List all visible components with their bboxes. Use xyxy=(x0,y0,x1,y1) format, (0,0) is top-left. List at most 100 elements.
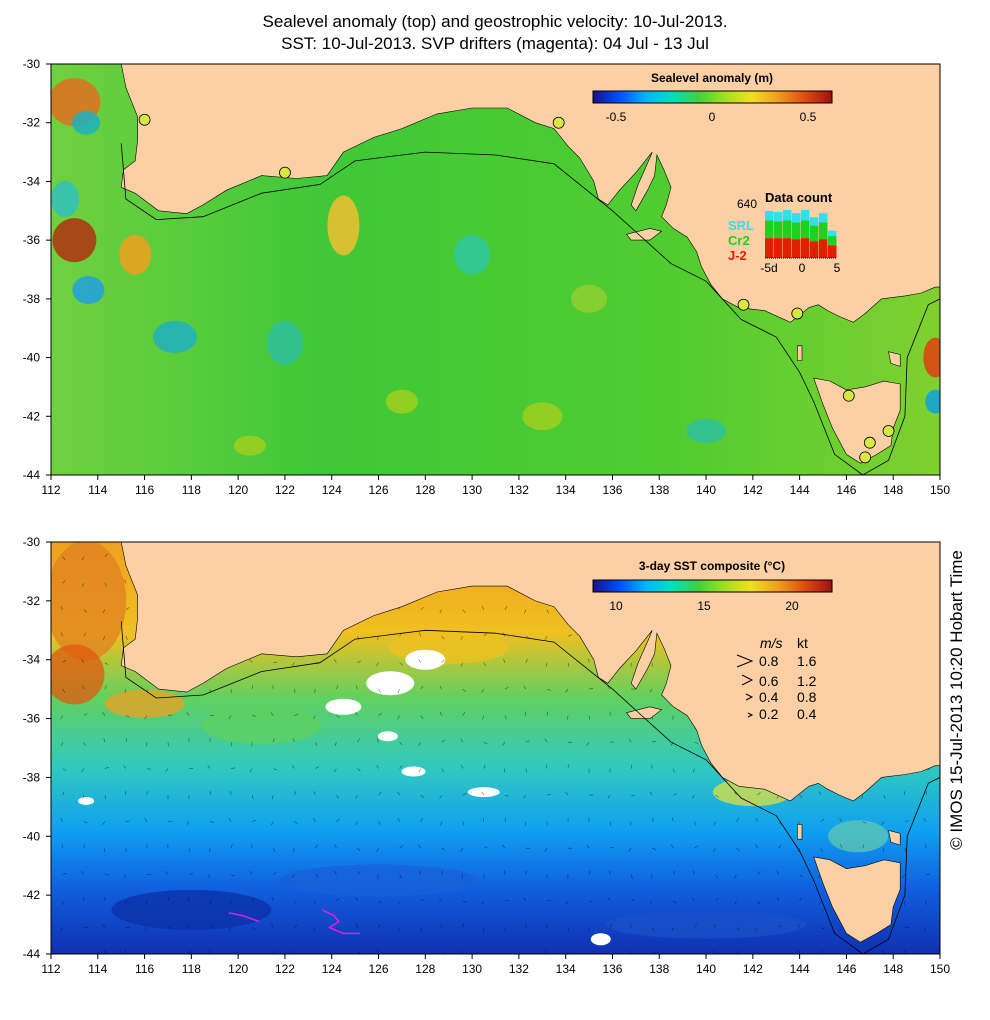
y-tick-label: -30 xyxy=(23,57,41,71)
cloud-patch xyxy=(366,671,415,696)
data-count-bar-cr2 xyxy=(783,220,792,239)
x-tick-label: 116 xyxy=(135,962,154,976)
x-tick-label: 146 xyxy=(836,483,856,497)
data-count-xlabel-2: 0 xyxy=(799,261,806,275)
y-tick-label: -44 xyxy=(23,947,41,961)
landmass xyxy=(51,64,940,323)
y-tick-label: -38 xyxy=(23,770,41,784)
top-y-axis: -30 -32 -34 -36 -38 -40 -42 -44 xyxy=(23,57,51,482)
y-tick-label: -40 xyxy=(23,829,41,843)
chart-title-line-2: SST: 10-Jul-2013. SVP drifters (magenta)… xyxy=(281,34,709,53)
x-tick-label: 132 xyxy=(509,483,529,497)
x-tick-label: 118 xyxy=(182,483,201,497)
ssh-patch xyxy=(51,181,80,218)
y-tick-label: -36 xyxy=(23,233,41,247)
land-bottom xyxy=(51,542,940,954)
sst-colorbar-tick-2: 15 xyxy=(697,599,711,613)
ssh-patch xyxy=(454,234,491,275)
landmass xyxy=(797,824,803,840)
ssh-patch xyxy=(925,389,940,414)
data-count-xlabel-1: -5d xyxy=(760,261,777,275)
data-count-bars xyxy=(765,210,837,258)
data-count-max: 640 xyxy=(737,197,757,211)
drifter-track xyxy=(228,912,260,923)
x-tick-label: 112 xyxy=(41,483,60,497)
x-tick-label: 146 xyxy=(836,962,856,976)
data-count-bar-cr2 xyxy=(801,220,810,239)
ssh-patch xyxy=(522,402,563,431)
cloud-patch xyxy=(590,933,611,946)
sst-patch xyxy=(278,864,479,897)
sst-patch xyxy=(828,820,889,853)
data-count-series-srl: SRL xyxy=(728,218,754,233)
x-tick-label: 132 xyxy=(509,962,529,976)
tide-gauge xyxy=(737,298,750,311)
x-tick-label: 120 xyxy=(228,483,248,497)
x-tick-label: 142 xyxy=(743,483,763,497)
tide-gauge xyxy=(882,425,895,437)
landmass xyxy=(888,351,901,367)
sst-patches xyxy=(51,542,889,939)
sst-patch xyxy=(51,542,127,661)
data-count-bar-srl xyxy=(828,230,837,237)
cloud-patch xyxy=(405,649,446,670)
ssh-patch xyxy=(686,418,727,443)
sst-patch xyxy=(201,704,322,745)
data-count-bar-j2 xyxy=(783,238,792,258)
y-tick-label: -40 xyxy=(23,351,41,365)
tide-gauge xyxy=(863,436,876,449)
data-count-bar-j2 xyxy=(765,238,774,258)
velocity-legend-arrow-2 xyxy=(741,674,754,686)
velocity-legend-kt-4: 0.4 xyxy=(797,706,817,722)
velocity-legend-ms-3: 0.4 xyxy=(759,689,779,705)
cloud-patch xyxy=(377,731,398,742)
sst-colorbar-title: 3-day SST composite (°C) xyxy=(639,559,785,573)
velocity-legend-header-ms: m/s xyxy=(760,635,783,651)
ssh-patch xyxy=(327,195,360,256)
landmass xyxy=(625,228,663,241)
sst-map: 112 114 116 118 120 122 124 126 128 130 132 134 136 1… xyxy=(23,535,951,976)
x-tick-label: 140 xyxy=(696,962,716,976)
y-tick-label: -42 xyxy=(23,888,41,902)
tide-gauge xyxy=(859,451,872,464)
ssh-patch xyxy=(233,435,266,456)
landmass xyxy=(625,706,663,719)
tide-gauge xyxy=(791,307,804,320)
ssh-patch xyxy=(266,320,303,365)
sst-patch xyxy=(606,910,807,939)
y-tick-label: -44 xyxy=(23,468,41,482)
x-tick-label: 148 xyxy=(883,483,903,497)
top-frame xyxy=(50,63,941,476)
cloud-mask xyxy=(78,649,611,946)
data-count-xlabel-3: 5 xyxy=(834,261,841,275)
landmass xyxy=(51,542,940,802)
x-tick-label: 118 xyxy=(182,962,201,976)
sst-patch xyxy=(104,689,185,718)
data-count-bar-srl xyxy=(783,210,792,221)
ssh-patch xyxy=(52,218,97,263)
landmass xyxy=(888,829,901,846)
data-count-bar-srl xyxy=(774,212,783,222)
x-tick-label: 114 xyxy=(88,962,107,976)
tide-gauge xyxy=(552,116,565,129)
ssh-patch xyxy=(119,234,152,275)
sealevel-anomaly-map: 112 114 116 118 120 122 124 126 128 130 132 134 136 1… xyxy=(23,57,951,497)
data-count-bar-cr2 xyxy=(765,220,774,239)
sst-colorbar xyxy=(592,579,833,593)
chart-title-line-1: Sealevel anomaly (top) and geostrophic v… xyxy=(262,12,728,31)
tide-gauge-markers xyxy=(138,113,895,464)
data-count-bar-cr2 xyxy=(819,222,828,240)
x-tick-label: 134 xyxy=(556,483,576,497)
sst-colorbar-tick-3: 20 xyxy=(785,599,799,613)
drifter-track xyxy=(322,909,360,935)
x-tick-label: 138 xyxy=(649,962,669,976)
data-count-bar-cr2 xyxy=(810,225,819,242)
velocity-legend-arrow-4 xyxy=(747,712,754,718)
y-tick-label: -42 xyxy=(23,409,41,423)
bottom-frame xyxy=(50,541,941,955)
data-count-bar-srl xyxy=(810,217,819,226)
data-count-bar-j2 xyxy=(801,238,810,258)
cloud-patch xyxy=(401,766,426,777)
y-tick-label: -34 xyxy=(23,174,41,188)
